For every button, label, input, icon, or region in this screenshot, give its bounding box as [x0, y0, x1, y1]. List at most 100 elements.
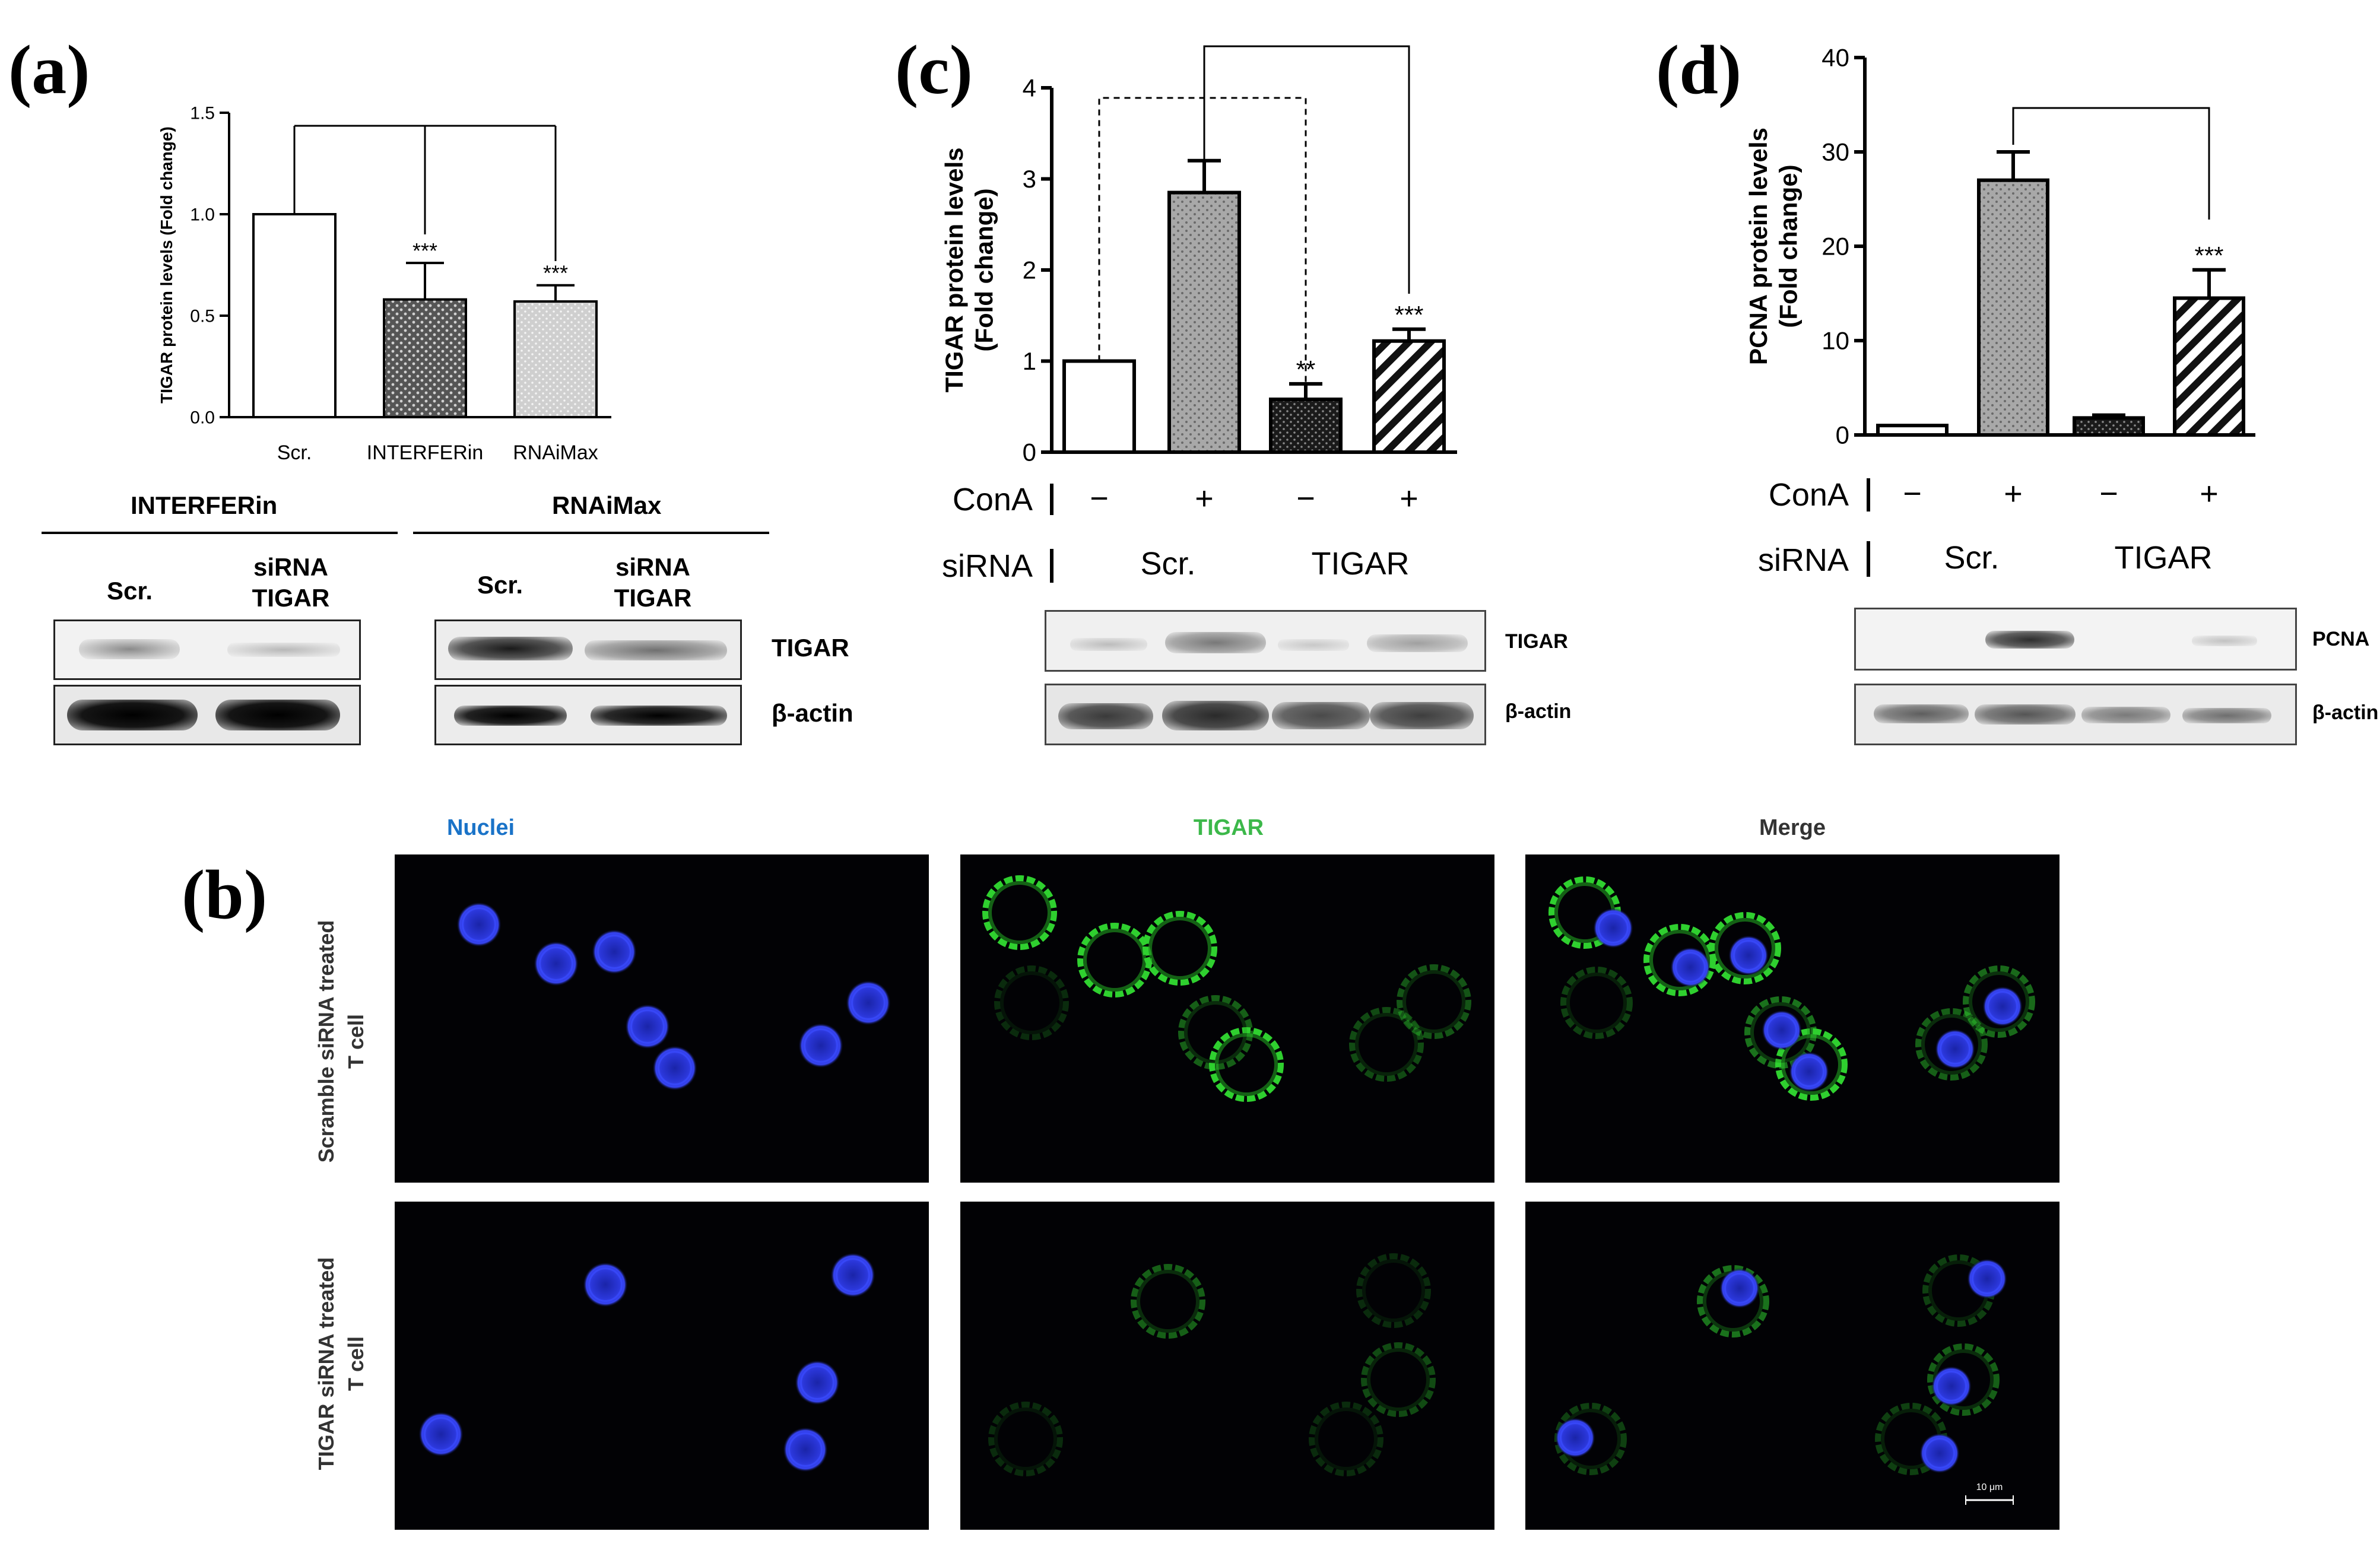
x-tick-label: RNAiMax — [513, 441, 598, 464]
blot-a-tigar-right — [434, 619, 742, 680]
tigar-signal — [1143, 911, 1217, 986]
y-axis-label-line2: (Fold change) — [970, 188, 998, 351]
sirna-group-label: Scr. — [1944, 540, 1999, 576]
tigar-signal-inner — [1083, 929, 1146, 992]
panel-b-letter: (b) — [182, 856, 268, 933]
nucleus-rim — [597, 935, 632, 969]
y-axis-label-line2: (Fold change) — [1774, 164, 1802, 328]
merge-green-inner — [1781, 1034, 1842, 1095]
merge-nucleus — [1967, 1259, 2007, 1299]
cona-sign: − — [1903, 476, 1922, 512]
tigar-signal-inner — [988, 881, 1051, 944]
merge-green — [1963, 965, 2035, 1038]
tigar-signal-inner — [1402, 970, 1465, 1033]
lane-label-sirna-1-line1: siRNA — [253, 553, 329, 581]
merge-nucleus-rim — [1924, 1438, 1955, 1469]
tigar-signal — [988, 1402, 1063, 1476]
nucleus — [652, 1046, 697, 1091]
blot-a-left-header: INTERFERin — [131, 491, 278, 519]
blot-a-right-rule — [413, 532, 769, 534]
merge-green — [1709, 912, 1781, 984]
panel-c-letter: (c) — [895, 31, 973, 109]
micro-panel-r1-c3 — [1525, 854, 2060, 1183]
nucleus-rim — [630, 1009, 665, 1044]
y-tick-label: 0 — [1023, 439, 1036, 466]
nucleus-rim — [658, 1051, 692, 1085]
lane-label-sirna-2-line1: siRNA — [615, 553, 691, 581]
lane-label-sirna-2: siRNA TIGAR — [599, 552, 706, 614]
merge-nucleus-rim — [1940, 1034, 1970, 1065]
nucleus — [456, 902, 502, 947]
merge-green — [1560, 967, 1633, 1039]
merge-nucleus — [1555, 1418, 1595, 1458]
blot-a-band2-label: β-actin — [772, 699, 853, 727]
blot-d-band1-label: PCNA — [2312, 628, 2370, 650]
nucleus-rim — [800, 1365, 834, 1400]
tigar-signal-inner — [1215, 1033, 1278, 1096]
bar — [1167, 190, 1241, 454]
microscopy-row-label-scramble: Scramble siRNA treated T cell — [312, 875, 377, 1208]
y-tick-label: 4 — [1023, 74, 1036, 102]
nucleus — [846, 980, 891, 1025]
bar — [1062, 359, 1136, 454]
bar — [252, 213, 337, 418]
lane-label-scr-1: Scr. — [107, 577, 153, 605]
nucleus-rim — [788, 1432, 823, 1467]
tigar-signal — [1309, 1402, 1383, 1476]
merge-green-inner — [1921, 1014, 1982, 1075]
merge-green — [1775, 1028, 1848, 1101]
merge-green-inner — [1566, 973, 1627, 1033]
nucleus — [592, 929, 637, 974]
nucleus-rim — [851, 986, 886, 1020]
merge-green-inner — [1933, 1349, 1994, 1410]
microscopy-column-header-merge: Merge — [1759, 815, 1826, 840]
blot-a-left-rule — [42, 532, 398, 534]
micro-panel-r1-c1 — [395, 854, 929, 1183]
panel-d-letter: (d) — [1656, 31, 1742, 109]
significance-label: *** — [412, 239, 437, 263]
y-axis-label: TIGAR protein levels (Fold change) — [157, 126, 176, 404]
nucleus-rim — [804, 1028, 838, 1063]
tigar-signal — [1397, 964, 1471, 1039]
nucleus — [625, 1004, 670, 1049]
merge-green-inner — [1969, 971, 2029, 1032]
y-tick-label: 1 — [1023, 347, 1036, 375]
bar — [1269, 397, 1343, 454]
merge-green-inner — [1928, 1260, 1989, 1321]
tigar-signal — [1178, 995, 1253, 1070]
nucleus — [795, 1360, 840, 1405]
lane-label-scr-2: Scr. — [477, 571, 523, 599]
y-axis-label: PCNA protein levels (Fold change) — [1744, 128, 1802, 365]
merge-nucleus-rim — [1972, 1263, 2003, 1294]
bar — [383, 298, 467, 419]
merge-green — [1927, 1343, 2000, 1416]
merge-nucleus-rim — [1987, 991, 2018, 1022]
significance-label: *** — [2194, 242, 2223, 269]
merge-nucleus-rim — [1794, 1056, 1824, 1087]
tigar-signal-inner — [1315, 1408, 1378, 1470]
tigar-signal-inner — [1000, 971, 1063, 1034]
sirna-group-label: TIGAR — [1311, 546, 1409, 582]
blot-d-pcna — [1854, 608, 2297, 671]
merge-green-inner — [1750, 1002, 1811, 1063]
microscopy-row-label-tigar: TIGAR siRNA treated T cell — [312, 1197, 377, 1530]
significance-label: *** — [1394, 301, 1423, 329]
merge-green — [1875, 1403, 1947, 1475]
y-axis-label-line1: TIGAR protein levels — [940, 147, 968, 392]
merge-green-inner — [1649, 930, 1710, 990]
bar — [2073, 416, 2145, 437]
blot-a-actin-right — [434, 685, 742, 745]
nucleus — [830, 1253, 875, 1298]
merge-nucleus-rim — [1560, 1422, 1591, 1453]
y-tick-label: 2 — [1023, 256, 1036, 284]
y-tick-label: 20 — [1822, 233, 1849, 260]
tigar-signal — [1356, 1253, 1431, 1328]
row-label-scramble-line1: Scramble siRNA treated — [314, 920, 338, 1163]
y-tick-label: 40 — [1822, 44, 1849, 72]
nucleus-rim — [462, 907, 496, 942]
y-tick-label: 0.5 — [190, 307, 215, 326]
nucleus — [583, 1262, 628, 1307]
row-label-tigar-line2: T cell — [344, 1336, 368, 1391]
merge-nucleus-rim — [1733, 940, 1764, 971]
blot-a-actin-left — [53, 685, 361, 745]
